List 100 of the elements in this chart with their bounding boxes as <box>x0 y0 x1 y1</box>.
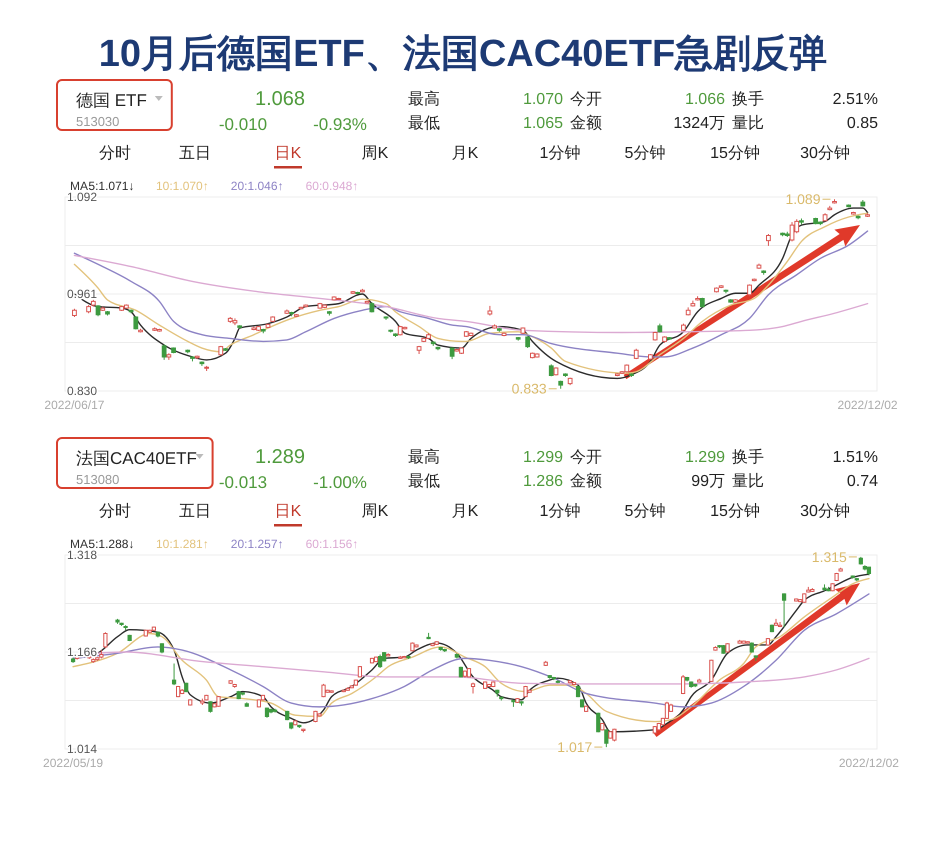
candlestick <box>568 680 572 684</box>
candlestick <box>402 655 406 659</box>
chart-title: 法国CAC40ETF <box>76 449 197 468</box>
candlestick <box>766 637 770 646</box>
candlestick <box>612 728 617 742</box>
candlestick <box>388 329 394 334</box>
candlestick <box>693 683 698 688</box>
text: -1.00% <box>313 473 367 492</box>
legend-title: MA <box>70 179 88 193</box>
candlestick <box>466 667 472 678</box>
text: 20:1.046↑ <box>230 179 284 193</box>
candlestick <box>666 336 672 340</box>
candlestick <box>99 650 104 659</box>
text: 1分钟 <box>540 145 580 162</box>
text: 0.74 <box>846 473 878 490</box>
candlestick <box>680 674 686 695</box>
text: 10:1.070↑ <box>156 179 209 193</box>
candlestick <box>119 622 124 626</box>
candlestick <box>858 556 863 566</box>
text: 日K <box>274 145 302 162</box>
text: 1.066 <box>684 91 726 108</box>
candlestick <box>303 304 308 308</box>
candlestick <box>346 686 350 692</box>
candlestick <box>851 211 856 216</box>
candlestick <box>856 215 861 220</box>
y-tick-label: 1.092 <box>67 190 98 204</box>
candlestick <box>838 567 843 572</box>
candlestick <box>360 288 365 294</box>
candlestick <box>721 644 726 654</box>
candlestick <box>697 678 702 684</box>
text: 2.51% <box>832 91 878 108</box>
text: 10月后德国ETF、法国CAC40ETF急剧反弹 <box>98 33 828 75</box>
text: 今开 <box>570 91 602 108</box>
candlestick <box>244 702 249 708</box>
candlestick <box>204 694 209 701</box>
candlestick <box>810 588 814 593</box>
text: 换手 <box>732 448 764 466</box>
text: 日K <box>274 503 302 520</box>
candlestick <box>426 632 431 640</box>
x-tick-label: 2022/12/02 <box>838 398 898 412</box>
candlestick <box>686 306 691 316</box>
candlestick <box>738 639 742 644</box>
candlestick <box>313 710 318 723</box>
candlestick <box>662 336 667 344</box>
text: 最低 <box>408 115 440 132</box>
candlestick <box>342 689 346 693</box>
candlestick <box>398 655 402 660</box>
text: 5分钟 <box>624 145 666 162</box>
candlestick <box>794 598 798 602</box>
candlestick <box>854 577 859 582</box>
text: -0.013 <box>218 473 268 492</box>
annotation: 1.089 <box>785 191 821 208</box>
candlestick <box>301 728 306 733</box>
candlestick <box>454 653 459 659</box>
legend-title: MA <box>70 537 88 551</box>
text: 1.299 <box>684 449 726 466</box>
text: 1.286 <box>522 473 564 490</box>
candlestick <box>822 212 828 222</box>
candlestick <box>204 365 210 372</box>
candlestick <box>572 681 576 686</box>
candlestick <box>228 680 233 684</box>
candlestick <box>298 306 304 310</box>
candlestick <box>232 683 237 688</box>
candlestick <box>285 710 290 721</box>
candlestick <box>294 313 299 318</box>
candlestick <box>103 632 108 649</box>
text: 1.299 <box>522 449 564 466</box>
candlestick <box>754 654 758 662</box>
candlestick <box>799 218 804 225</box>
candlestick <box>523 685 528 698</box>
text: -0.93% <box>313 115 367 134</box>
candlestick <box>272 708 278 714</box>
candlestick <box>293 720 298 726</box>
y-tick-label: 0.830 <box>67 384 98 398</box>
text: 99万 <box>691 473 725 490</box>
candlestick <box>515 697 520 704</box>
annotation: 1.315 <box>812 548 848 565</box>
candlestick <box>548 674 552 680</box>
candlestick <box>138 328 143 334</box>
candlestick <box>430 340 436 346</box>
x-tick-label: 2022/12/02 <box>838 756 900 770</box>
candlestick <box>434 640 439 646</box>
candlestick <box>96 304 100 317</box>
candlestick <box>268 708 274 714</box>
candlestick <box>289 311 294 317</box>
text: 1.065 <box>522 115 564 132</box>
text: 60:0.948↑ <box>306 179 358 193</box>
text: 金额 <box>570 114 602 132</box>
candlestick <box>634 348 639 360</box>
candlestick <box>685 676 690 682</box>
text: 换手 <box>732 90 764 108</box>
text: 30分钟 <box>800 145 850 162</box>
candlestick <box>544 660 548 667</box>
candlestick <box>563 372 568 378</box>
candlestick <box>709 659 714 682</box>
candlestick <box>511 699 516 708</box>
candlestick <box>774 618 778 626</box>
candlestick <box>350 290 356 294</box>
candlestick <box>256 698 262 708</box>
candlestick <box>725 642 730 654</box>
